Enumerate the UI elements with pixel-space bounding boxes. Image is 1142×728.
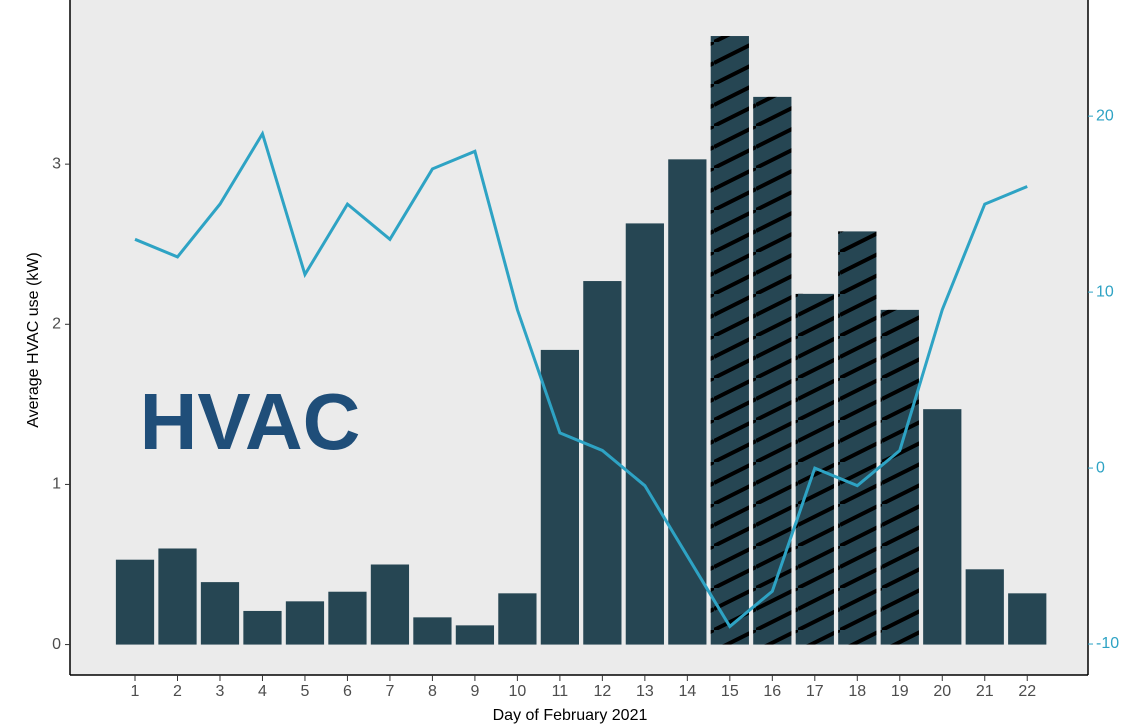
- x-tick-label: 12: [593, 683, 611, 700]
- x-tick-label: 18: [848, 683, 866, 700]
- x-tick-label: 7: [385, 683, 394, 700]
- x-tick-label: 2: [173, 683, 182, 700]
- bar: [455, 625, 495, 645]
- bar: [923, 409, 962, 645]
- y-tick-label: 0: [52, 636, 61, 653]
- x-tick-label: 17: [806, 683, 824, 700]
- x-tick-label: 15: [721, 683, 739, 700]
- y2-tick-label: 10: [1096, 283, 1114, 300]
- bar: [668, 159, 707, 645]
- marks: [115, 36, 1047, 645]
- bar: [285, 601, 325, 645]
- x-tick-label: 1: [131, 683, 140, 700]
- y-tick-label: 1: [52, 476, 61, 493]
- y-axis-title: Average HVAC use (kW): [25, 252, 42, 427]
- x-tick-label: 6: [343, 683, 352, 700]
- x-tick-label: 14: [678, 683, 696, 700]
- bar-hatch: [753, 96, 792, 645]
- bar: [200, 582, 240, 645]
- x-tick-label: 8: [428, 683, 437, 700]
- x-tick-label: 13: [636, 683, 654, 700]
- x-tick-label: 19: [891, 683, 909, 700]
- bar-hatch: [880, 309, 919, 645]
- y2-tick-label: -10: [1096, 635, 1119, 652]
- x-tick-label: 11: [552, 683, 569, 700]
- x-axis-title: Day of February 2021: [493, 707, 648, 724]
- x-tick-label: 9: [470, 683, 479, 700]
- bar: [625, 223, 664, 645]
- bar: [243, 610, 282, 645]
- x-tick-label: 5: [301, 683, 310, 700]
- bar-hatch: [838, 231, 877, 645]
- x-tick-label: 16: [763, 683, 781, 700]
- bar-hatch: [710, 36, 749, 645]
- y2-tick-label: 20: [1096, 107, 1114, 124]
- bar: [115, 559, 155, 645]
- bar: [965, 569, 1004, 645]
- x-tick-label: 4: [258, 683, 267, 700]
- x-tick-label: 20: [933, 683, 951, 700]
- y-tick-label: 2: [52, 316, 61, 333]
- bar: [328, 591, 367, 645]
- y-tick-label: 3: [52, 155, 61, 172]
- bar: [498, 593, 537, 645]
- y2-tick-label: 0: [1096, 459, 1105, 476]
- bar: [370, 564, 410, 645]
- bar: [158, 548, 197, 645]
- bar: [413, 617, 452, 645]
- line: [134, 130, 1028, 629]
- x-tick-label: 21: [976, 683, 994, 700]
- x-tick-label: 3: [216, 683, 225, 700]
- bar: [1008, 593, 1047, 645]
- x-tick-label: 22: [1018, 683, 1036, 700]
- x-tick-label: 10: [508, 683, 526, 700]
- annotation: HVAC: [140, 377, 361, 466]
